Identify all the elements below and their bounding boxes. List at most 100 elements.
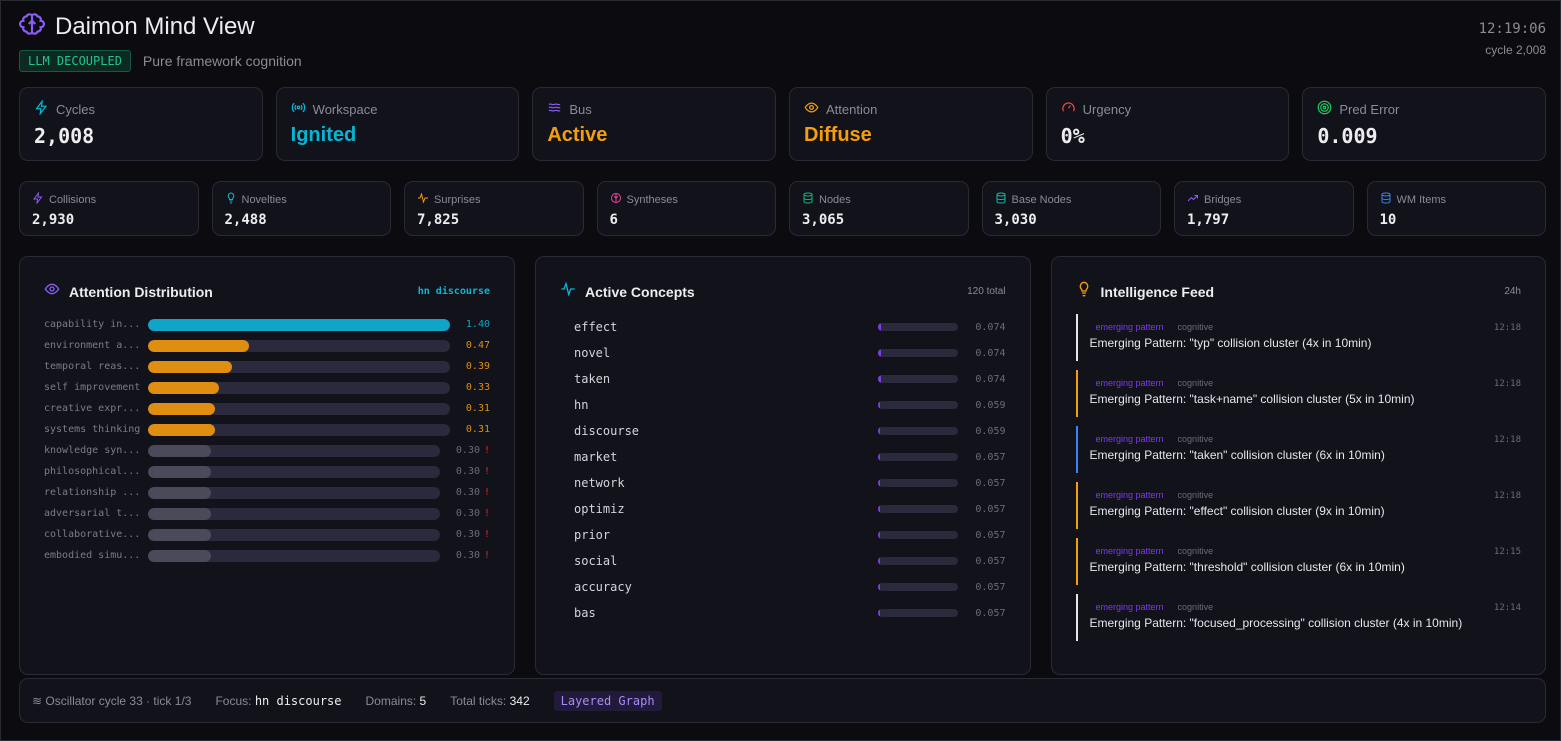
attention-bar [148,360,450,373]
pulse-icon [417,192,429,207]
attention-name: capability in... [44,319,141,330]
graph-mode-tag[interactable]: Layered Graph [553,690,662,711]
concept-value: 0.059 [975,399,1006,411]
attention-bar [148,423,450,436]
concept-name: bas [574,606,596,620]
attention-row: systems thinking 0.31 [44,419,490,440]
broadcast-icon [291,100,306,118]
feed-kind: emerging pattern [1095,378,1164,388]
attention-row: capability in... 1.40 [44,314,490,335]
metric-label: Nodes [819,193,851,206]
attention-name: creative expr... [44,403,141,414]
database-icon [1380,192,1392,207]
concept-bar [877,453,958,461]
attention-panel: Attention Distribution hn discourse capa… [19,256,515,675]
metric-label: Syntheses [626,193,678,206]
stat-value: Diffuse [804,124,872,146]
ticks-value: 342 [509,693,530,708]
feed-category: cognitive [1177,602,1214,612]
stat-value: 0% [1060,124,1085,148]
eye-icon [44,281,60,302]
concept-bar [877,349,958,357]
attention-bar [148,381,450,394]
attention-value: 0.30 [455,550,480,561]
attention-value: 0.31 [465,403,490,414]
concept-value: 0.074 [975,347,1006,359]
stat-card-attention: Attention Diffuse [789,87,1033,161]
eye-icon [804,100,819,118]
metric-value: 10 [1379,212,1397,228]
feed-time: 12:18 [1493,323,1521,333]
stat-card-workspace: Workspace Ignited [275,87,520,161]
feed-item[interactable]: emerging pattern cognitive 12:18 Emerging P… [1075,482,1521,529]
attention-value: 0.31 [465,424,490,435]
stat-value: 2,008 [34,124,95,148]
metric-card-syntheses: Syntheses 6 [596,181,776,236]
concept-value: 0.057 [975,477,1006,489]
attention-bar-fill [148,360,233,373]
concept-bar [877,375,958,383]
focus-status-value: hn discourse [254,693,342,708]
feed-category: cognitive [1177,434,1214,444]
feed-time: 12:18 [1493,379,1521,389]
concept-row: discourse 0.059 [560,418,1006,444]
concept-value: 0.057 [975,451,1006,463]
feed-kind: emerging pattern [1095,490,1164,500]
attention-name: self improvement [44,382,141,393]
attention-bar [148,402,450,415]
attention-name: systems thinking [44,424,141,435]
oscillator-text: Oscillator cycle 33 · tick 1/3 [45,693,192,708]
metric-cards: Collisions 2,930 Novelties 2,488 Surprises 7,… [19,181,1546,236]
panel-title: Attention Distribution [69,283,213,300]
concept-name: taken [574,372,611,386]
concept-row: bas 0.057 [560,600,1006,626]
attention-bar [148,507,440,520]
metric-label: Surprises [434,193,481,206]
feed-category: cognitive [1177,490,1214,500]
feed-category: cognitive [1177,322,1214,332]
feed-text: Emerging Pattern: "taken" collision clus… [1089,448,1385,462]
concept-bar-fill [877,609,880,617]
metric-card-bridges: Bridges 1,797 [1174,181,1354,236]
page-title: Daimon Mind View [55,12,255,40]
database-icon [802,192,814,207]
attention-value: 0.30 [455,508,480,519]
attention-value: 0.30 [455,529,480,540]
feed-item[interactable]: emerging pattern cognitive 12:18 Emerging P… [1075,370,1521,417]
stat-label: Pred Error [1339,101,1400,117]
lightbulb-icon [225,192,237,207]
metric-card-novelties: Novelties 2,488 [211,181,391,236]
concept-row: optimiz 0.057 [560,496,1006,522]
concept-bar-fill [877,427,881,435]
metric-value: 1,797 [1187,212,1230,228]
trend-icon [1187,192,1199,207]
feed-item[interactable]: emerging pattern cognitive 12:18 Emerging P… [1075,426,1521,473]
attention-value: 0.30 [455,445,480,456]
concept-bar [877,427,958,435]
attention-bar [148,549,440,562]
feed-panel: Intelligence Feed 24h emerging pattern co… [1050,256,1546,675]
focus-status: Focus: hn discourse [215,694,341,708]
ticks-label: Total ticks: [450,693,507,708]
concept-bar [877,609,958,617]
feed-item[interactable]: emerging pattern cognitive 12:15 Emerging P… [1075,538,1521,585]
stat-card-urgency: Urgency 0% [1045,87,1290,161]
attention-name: philosophical... [44,466,141,477]
concept-bar-fill [877,401,881,409]
attention-bar-fill [148,339,250,352]
panel-title: Intelligence Feed [1100,283,1215,300]
concept-value: 0.074 [975,373,1006,385]
feed-item[interactable]: emerging pattern cognitive 12:14 Emerging P… [1075,594,1521,641]
feed-category: cognitive [1177,378,1214,388]
concept-bar-fill [877,323,881,331]
concept-name: market [574,450,618,464]
attention-name: relationship ... [44,487,141,498]
metric-label: Bridges [1204,193,1242,206]
concept-bar [877,505,958,513]
concept-name: novel [574,346,611,360]
feed-kind: emerging pattern [1095,602,1164,612]
feed-range[interactable]: 24h [1504,286,1521,297]
feed-item[interactable]: emerging pattern cognitive 12:18 Emerging P… [1075,314,1521,361]
metric-value: 6 [609,212,618,228]
database-icon [995,192,1007,207]
